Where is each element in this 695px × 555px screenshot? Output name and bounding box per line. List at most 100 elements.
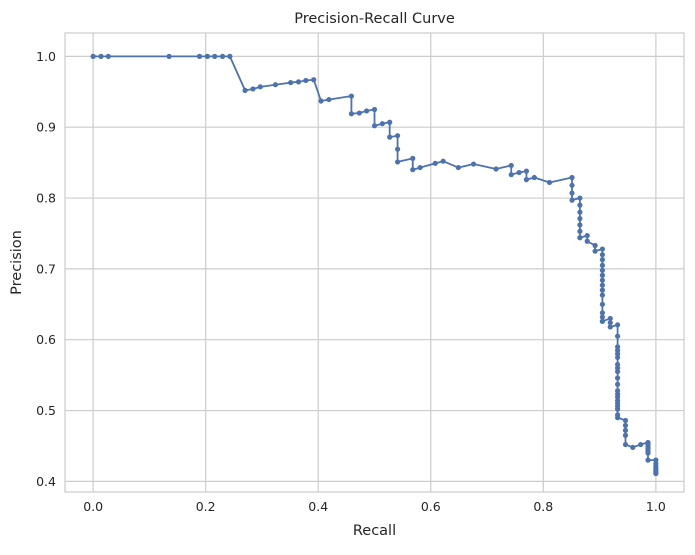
- data-point: [470, 161, 477, 167]
- data-point: [493, 166, 499, 172]
- data-point: [607, 320, 613, 326]
- data-point: [417, 164, 423, 171]
- x-tick-label: 0.0: [83, 499, 103, 514]
- x-tick-labels: 0.0 0.2 0.4 0.6 0.8 1.0: [83, 499, 666, 514]
- data-point: [614, 406, 621, 412]
- data-point: [622, 432, 629, 438]
- data-point: [599, 292, 606, 298]
- data-point: [622, 441, 629, 448]
- data-point: [371, 123, 378, 129]
- x-tick-label: 1.0: [646, 499, 666, 514]
- x-gridlines: [92, 33, 657, 492]
- data-point: [250, 86, 256, 92]
- x-tick-label: 0.4: [308, 499, 328, 514]
- data-point: [607, 315, 613, 322]
- data-point: [508, 162, 514, 169]
- data-point: [166, 53, 172, 59]
- y-tick-label: 1.0: [36, 49, 56, 64]
- data-point: [356, 110, 362, 116]
- data-point: [569, 182, 575, 188]
- x-axis-label: Recall: [353, 523, 396, 539]
- data-point: [614, 354, 621, 361]
- data-point: [599, 287, 606, 293]
- data-point: [577, 235, 583, 241]
- data-point: [204, 53, 210, 59]
- data-point: [577, 202, 583, 208]
- data-point: [348, 93, 355, 99]
- plot-area: [65, 33, 684, 492]
- data-point: [523, 177, 530, 183]
- y-tick-label: 0.4: [36, 474, 56, 489]
- data-point: [569, 174, 575, 181]
- data-point: [599, 252, 606, 258]
- data-point: [614, 375, 621, 381]
- data-point: [599, 257, 606, 263]
- data-point: [599, 267, 606, 273]
- data-point: [546, 179, 553, 186]
- data-point: [592, 248, 598, 254]
- data-point: [569, 190, 575, 196]
- data-point: [599, 262, 606, 268]
- data-point: [577, 209, 583, 215]
- data-point: [614, 415, 621, 421]
- data-point: [645, 450, 651, 456]
- data-point: [599, 301, 606, 307]
- data-point: [410, 167, 416, 173]
- data-point: [592, 242, 598, 249]
- data-point: [622, 417, 629, 424]
- data-point: [212, 53, 218, 59]
- data-point: [584, 238, 590, 244]
- y-tick-labels: 0.4 0.5 0.6 0.7 0.8 0.9 1.0: [36, 49, 56, 489]
- data-point: [410, 155, 416, 161]
- data-point: [219, 53, 226, 59]
- x-tick-label: 0.6: [421, 499, 441, 514]
- data-point: [516, 169, 522, 176]
- data-point: [577, 215, 583, 222]
- data-point: [508, 172, 514, 178]
- data-point: [599, 282, 606, 288]
- data-point: [295, 79, 302, 85]
- data-point: [599, 272, 606, 278]
- data-point: [599, 246, 606, 252]
- data-point: [303, 77, 309, 84]
- data-point: [394, 146, 401, 152]
- data-point: [599, 318, 606, 324]
- data-point: [196, 53, 203, 59]
- x-tick-label: 0.8: [533, 499, 553, 514]
- y-tick-label: 0.6: [36, 332, 56, 347]
- data-point: [614, 381, 621, 387]
- data-point: [105, 53, 111, 59]
- data-point: [531, 174, 537, 181]
- data-point: [614, 333, 621, 339]
- data-point: [577, 228, 583, 234]
- data-point: [242, 87, 248, 93]
- data-point: [394, 159, 401, 165]
- data-point: [630, 444, 636, 450]
- x-tick-label: 0.2: [196, 499, 216, 514]
- data-point: [455, 164, 461, 171]
- data-point: [272, 82, 279, 88]
- data-point: [577, 195, 583, 201]
- data-point: [257, 84, 263, 90]
- data-point: [394, 133, 401, 139]
- data-point: [364, 108, 370, 114]
- y-tick-label: 0.9: [36, 120, 56, 135]
- data-point: [614, 368, 621, 375]
- data-point: [98, 53, 104, 59]
- y-axis-label: Precision: [9, 230, 25, 295]
- data-point: [584, 232, 590, 239]
- data-point: [440, 158, 446, 164]
- data-point: [653, 470, 659, 477]
- data-point: [599, 314, 606, 320]
- data-point: [569, 197, 575, 203]
- data-point: [311, 77, 317, 83]
- data-point: [288, 79, 294, 86]
- data-point: [227, 53, 233, 59]
- data-point: [387, 119, 393, 125]
- data-point: [379, 121, 385, 127]
- data-point: [645, 457, 651, 463]
- data-point: [371, 106, 378, 113]
- data-point: [638, 441, 644, 448]
